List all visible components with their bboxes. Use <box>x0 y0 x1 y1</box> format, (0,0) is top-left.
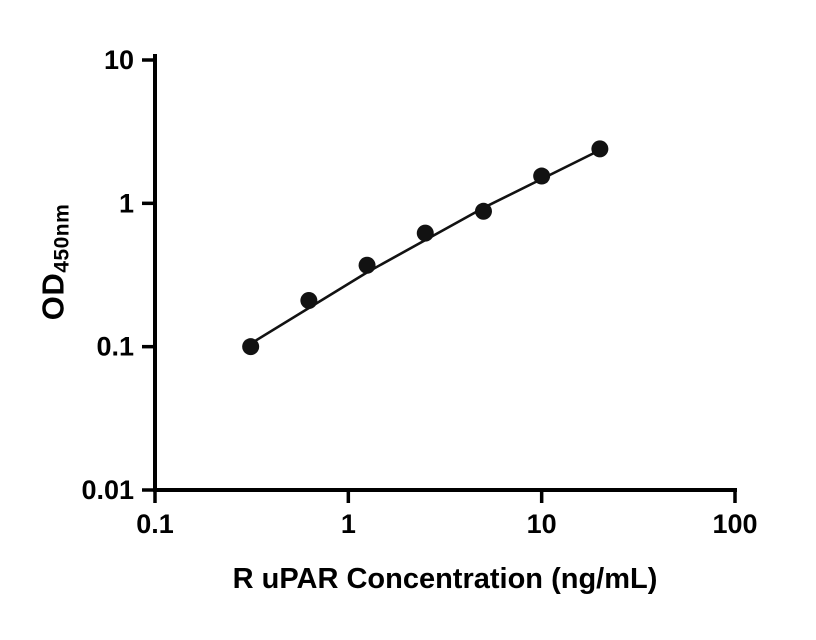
x-axis-tick-label: 0.1 <box>136 509 174 539</box>
data-point <box>474 202 492 220</box>
y-axis-tick-label: 1 <box>119 188 134 218</box>
x-axis-tick-label: 1 <box>341 509 356 539</box>
data-point <box>242 338 260 356</box>
data-point <box>591 140 609 158</box>
y-axis-title-main: OD <box>35 272 71 321</box>
y-axis-title: OD450nm <box>36 204 75 321</box>
data-point <box>300 291 318 309</box>
y-axis-title-subscript: 450nm <box>50 203 74 273</box>
x-axis-tick-label: 100 <box>712 509 757 539</box>
x-axis-title: R uPAR Concentration (ng/mL) <box>232 563 658 595</box>
data-point <box>533 167 551 185</box>
x-axis-tick-label: 10 <box>527 509 557 539</box>
data-point <box>416 224 434 242</box>
data-point <box>358 256 376 274</box>
y-axis-tick-label: 0.1 <box>96 332 134 362</box>
y-axis-tick-label: 10 <box>104 45 134 75</box>
y-axis-tick-label: 0.01 <box>81 475 134 505</box>
